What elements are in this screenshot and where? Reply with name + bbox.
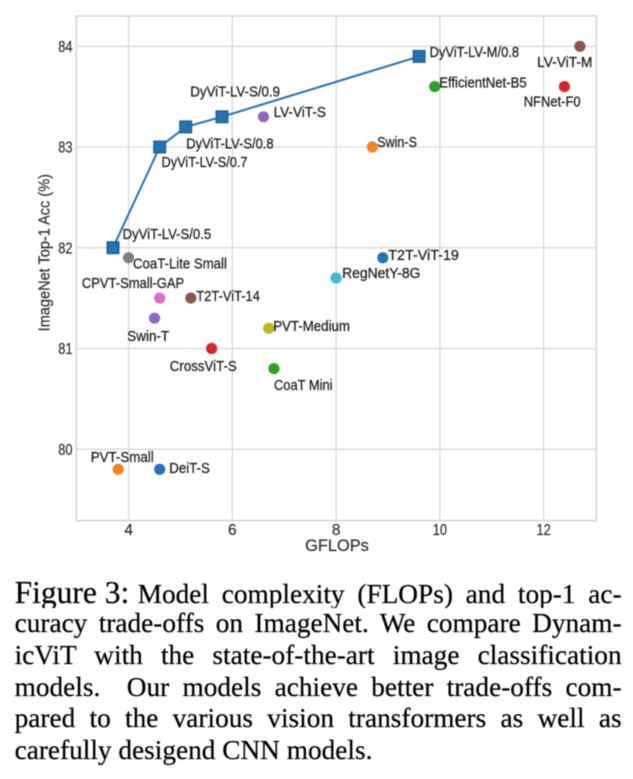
svg-text:84: 84 [58, 39, 72, 56]
svg-text:CrossViT-S: CrossViT-S [170, 358, 237, 375]
svg-text:8: 8 [332, 522, 341, 539]
svg-text:80: 80 [58, 442, 72, 459]
svg-text:DyViT-LV-S/0.9: DyViT-LV-S/0.9 [190, 84, 280, 101]
svg-text:PVT-Small: PVT-Small [91, 449, 154, 466]
svg-text:EfficientNet-B5: EfficientNet-B5 [439, 74, 527, 91]
svg-text:6: 6 [228, 522, 237, 539]
svg-text:GFLOPs: GFLOPs [305, 537, 369, 555]
svg-text:T2T-ViT-19: T2T-ViT-19 [388, 247, 459, 264]
svg-text:4: 4 [124, 522, 133, 539]
svg-text:DyViT-LV-S/0.5: DyViT-LV-S/0.5 [123, 226, 212, 243]
svg-text:PVT-Medium: PVT-Medium [273, 318, 350, 335]
svg-text:CPVT-Small-GAP: CPVT-Small-GAP [82, 275, 184, 292]
svg-text:RegNetY-8G: RegNetY-8G [342, 265, 420, 282]
svg-text:CoaT Mini: CoaT Mini [274, 377, 333, 394]
svg-text:CoaT-Lite Small: CoaT-Lite Small [133, 256, 227, 273]
svg-text:Swin-T: Swin-T [127, 328, 169, 345]
svg-text:LV-ViT-M: LV-ViT-M [537, 54, 592, 71]
svg-text:DeiT-S: DeiT-S [169, 460, 210, 477]
svg-text:ImageNet Top-1 Acc (%): ImageNet Top-1 Acc (%) [37, 174, 54, 331]
svg-text:83: 83 [58, 140, 72, 157]
svg-text:DyViT-LV-M/0.8: DyViT-LV-M/0.8 [430, 44, 520, 61]
svg-text:12: 12 [536, 522, 550, 539]
svg-text:DyViT-LV-S/0.7: DyViT-LV-S/0.7 [162, 154, 248, 171]
svg-text:T2T-ViT-14: T2T-ViT-14 [196, 288, 260, 305]
svg-text:82: 82 [58, 240, 72, 257]
svg-text:NFNet-F0: NFNet-F0 [524, 94, 581, 111]
svg-text:DyViT-LV-S/0.8: DyViT-LV-S/0.8 [186, 136, 273, 153]
svg-text:81: 81 [58, 341, 72, 358]
svg-text:10: 10 [433, 522, 447, 539]
svg-text:Swin-S: Swin-S [377, 134, 417, 151]
svg-text:LV-ViT-S: LV-ViT-S [274, 104, 326, 121]
